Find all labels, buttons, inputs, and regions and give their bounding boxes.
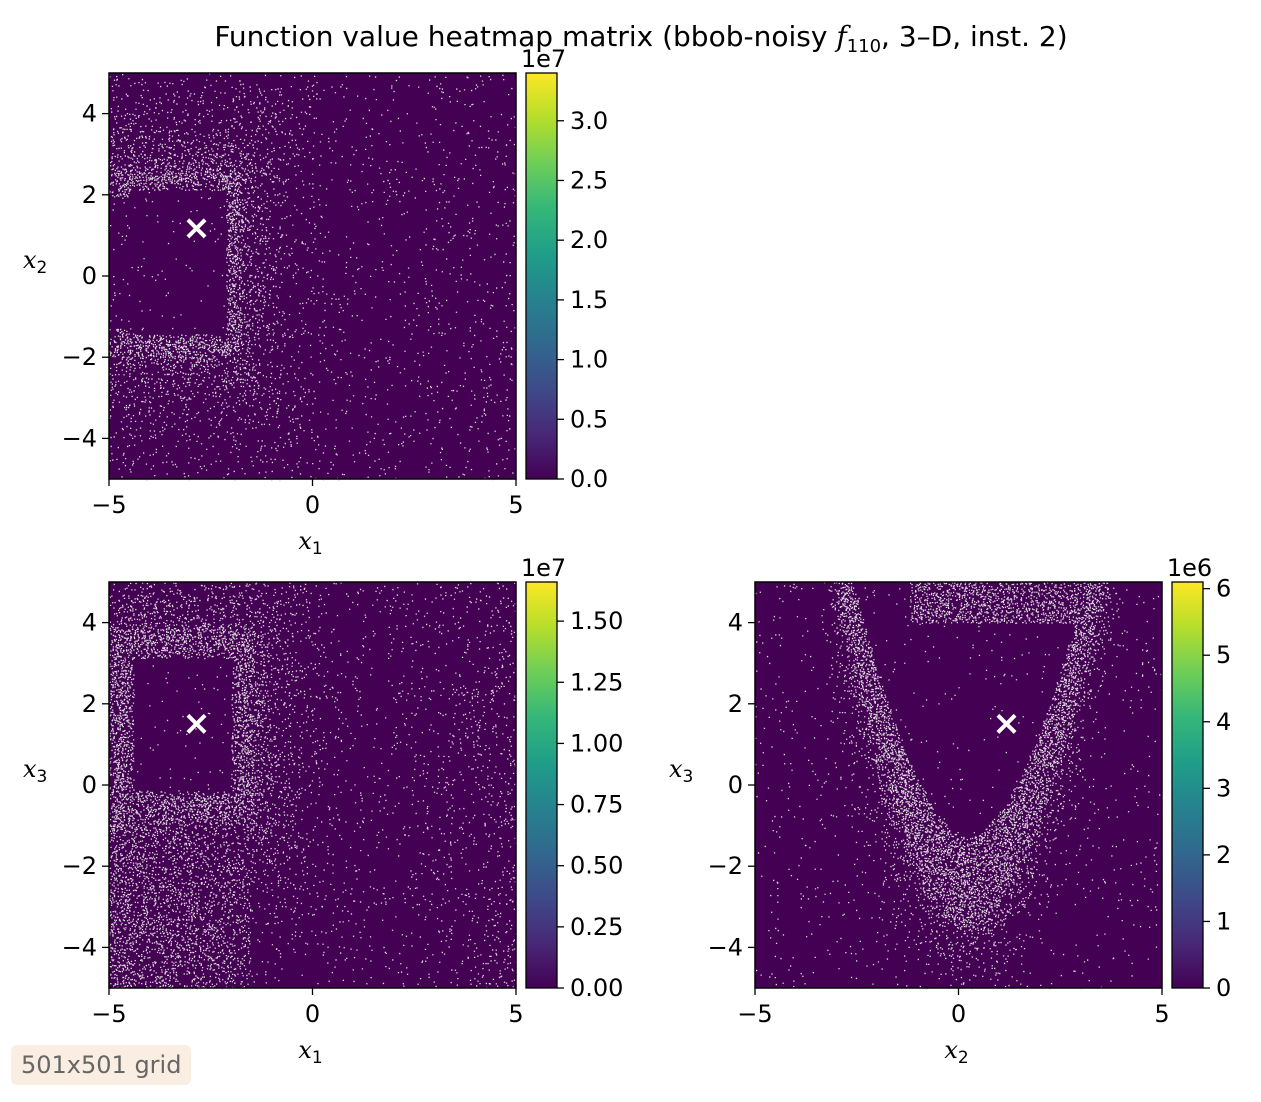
- x-tick-label-x1-x3-0: −5: [91, 1000, 126, 1028]
- colorbar-tick-label-x1-x2-5: 2.5: [570, 166, 608, 194]
- colorbar-tick-label-x2-x3-6: 6: [1216, 575, 1231, 603]
- optimum-marker-x1-x3: ×: [182, 703, 211, 743]
- figure-title: Function value heatmap matrix (bbob-nois…: [214, 20, 1067, 57]
- y-tick-label-x2-x3-2: 0: [728, 771, 743, 799]
- y-tick-label-x1-x3-4: 4: [82, 609, 97, 637]
- colorbar-offset-x2-x3: 1e6: [1167, 554, 1212, 582]
- optimum-marker-x2-x3: ×: [992, 703, 1021, 743]
- colorbar-tick-label-x1-x3-4: 1.00: [570, 729, 623, 757]
- colorbar-x1-x3: [525, 581, 558, 989]
- y-tick-label-x1-x3-0: −4: [62, 933, 97, 961]
- y-tick-label-x1-x3-1: −2: [62, 852, 97, 880]
- colorbar-tick-label-x1-x2-0: 0.0: [570, 465, 608, 493]
- colorbar-tick-label-x1-x3-5: 1.25: [570, 668, 623, 696]
- y-tick-label-x1-x2-4: 4: [82, 100, 97, 128]
- x-tick-label-x2-x3-1: 0: [951, 1000, 966, 1028]
- x-axis-label-x1-x2: x1: [298, 527, 322, 559]
- x-tick-label-x1-x2-2: 5: [508, 491, 523, 519]
- noise-speckle-layer-x2-x3: [755, 582, 1163, 990]
- x-tick-label-x2-x3-0: −5: [737, 1000, 772, 1028]
- y-axis-label-x1-x3: x3: [23, 755, 47, 787]
- x-axis-label-x2-x3: x2: [944, 1036, 968, 1068]
- y-tick-label-x2-x3-3: 2: [728, 690, 743, 718]
- colorbar-tick-label-x2-x3-1: 1: [1216, 907, 1231, 935]
- colorbar-tick-label-x1-x3-6: 1.50: [570, 607, 623, 635]
- colorbar-tick-label-x1-x3-0: 0.00: [570, 974, 623, 1002]
- y-tick-label-x2-x3-4: 4: [728, 609, 743, 637]
- y-tick-label-x2-x3-1: −2: [708, 852, 743, 880]
- y-tick-label-x1-x3-2: 0: [82, 771, 97, 799]
- colorbar-tick-label-x2-x3-0: 0: [1216, 974, 1231, 1002]
- noise-speckle-layer-x1-x3: [109, 582, 518, 990]
- y-tick-label-x1-x2-0: −4: [62, 424, 97, 452]
- x-tick-label-x1-x2-0: −5: [91, 491, 126, 519]
- colorbar-x1-x2: [525, 72, 558, 480]
- optimum-marker-x1-x2: ×: [182, 208, 211, 248]
- y-tick-label-x1-x2-2: 0: [82, 262, 97, 290]
- y-tick-label-x2-x3-0: −4: [708, 933, 743, 961]
- colorbar-tick-label-x1-x2-1: 0.5: [570, 405, 608, 433]
- colorbar-tick-label-x1-x2-3: 1.5: [570, 286, 608, 314]
- x-tick-label-x1-x3-2: 5: [508, 1000, 523, 1028]
- grid-size-badge: 501x501 grid: [11, 1045, 192, 1085]
- colorbar-x2-x3: [1171, 581, 1204, 989]
- colorbar-offset-x1-x2: 1e7: [521, 45, 566, 73]
- colorbar-tick-label-x1-x2-4: 2.0: [570, 226, 608, 254]
- colorbar-tick-label-x1-x2-6: 3.0: [570, 107, 608, 135]
- colorbar-offset-x1-x3: 1e7: [521, 554, 566, 582]
- y-tick-label-x1-x3-3: 2: [82, 690, 97, 718]
- colorbar-tick-label-x2-x3-5: 5: [1216, 641, 1231, 669]
- heatmap-background-x1-x3: [109, 582, 516, 988]
- colorbar-tick-label-x2-x3-4: 4: [1216, 708, 1231, 736]
- x-axis-label-x1-x3: x1: [298, 1036, 322, 1068]
- heatmap-background-x2-x3: [755, 582, 1162, 988]
- colorbar-tick-label-x1-x3-3: 0.75: [570, 791, 623, 819]
- x-tick-label-x1-x3-1: 0: [305, 1000, 320, 1028]
- colorbar-tick-label-x1-x3-1: 0.25: [570, 913, 623, 941]
- colorbar-tick-label-x1-x3-2: 0.50: [570, 852, 623, 880]
- colorbar-tick-label-x2-x3-3: 3: [1216, 774, 1231, 802]
- y-tick-label-x1-x2-1: −2: [62, 343, 97, 371]
- x-tick-label-x1-x2-1: 0: [305, 491, 320, 519]
- y-axis-label-x1-x2: x2: [23, 246, 47, 278]
- y-axis-label-x2-x3: x3: [669, 755, 693, 787]
- colorbar-tick-label-x1-x2-2: 1.0: [570, 346, 608, 374]
- y-tick-label-x1-x2-3: 2: [82, 181, 97, 209]
- heatmap-background-x1-x2: [109, 73, 516, 479]
- x-tick-label-x2-x3-2: 5: [1154, 1000, 1169, 1028]
- colorbar-tick-label-x2-x3-2: 2: [1216, 841, 1231, 869]
